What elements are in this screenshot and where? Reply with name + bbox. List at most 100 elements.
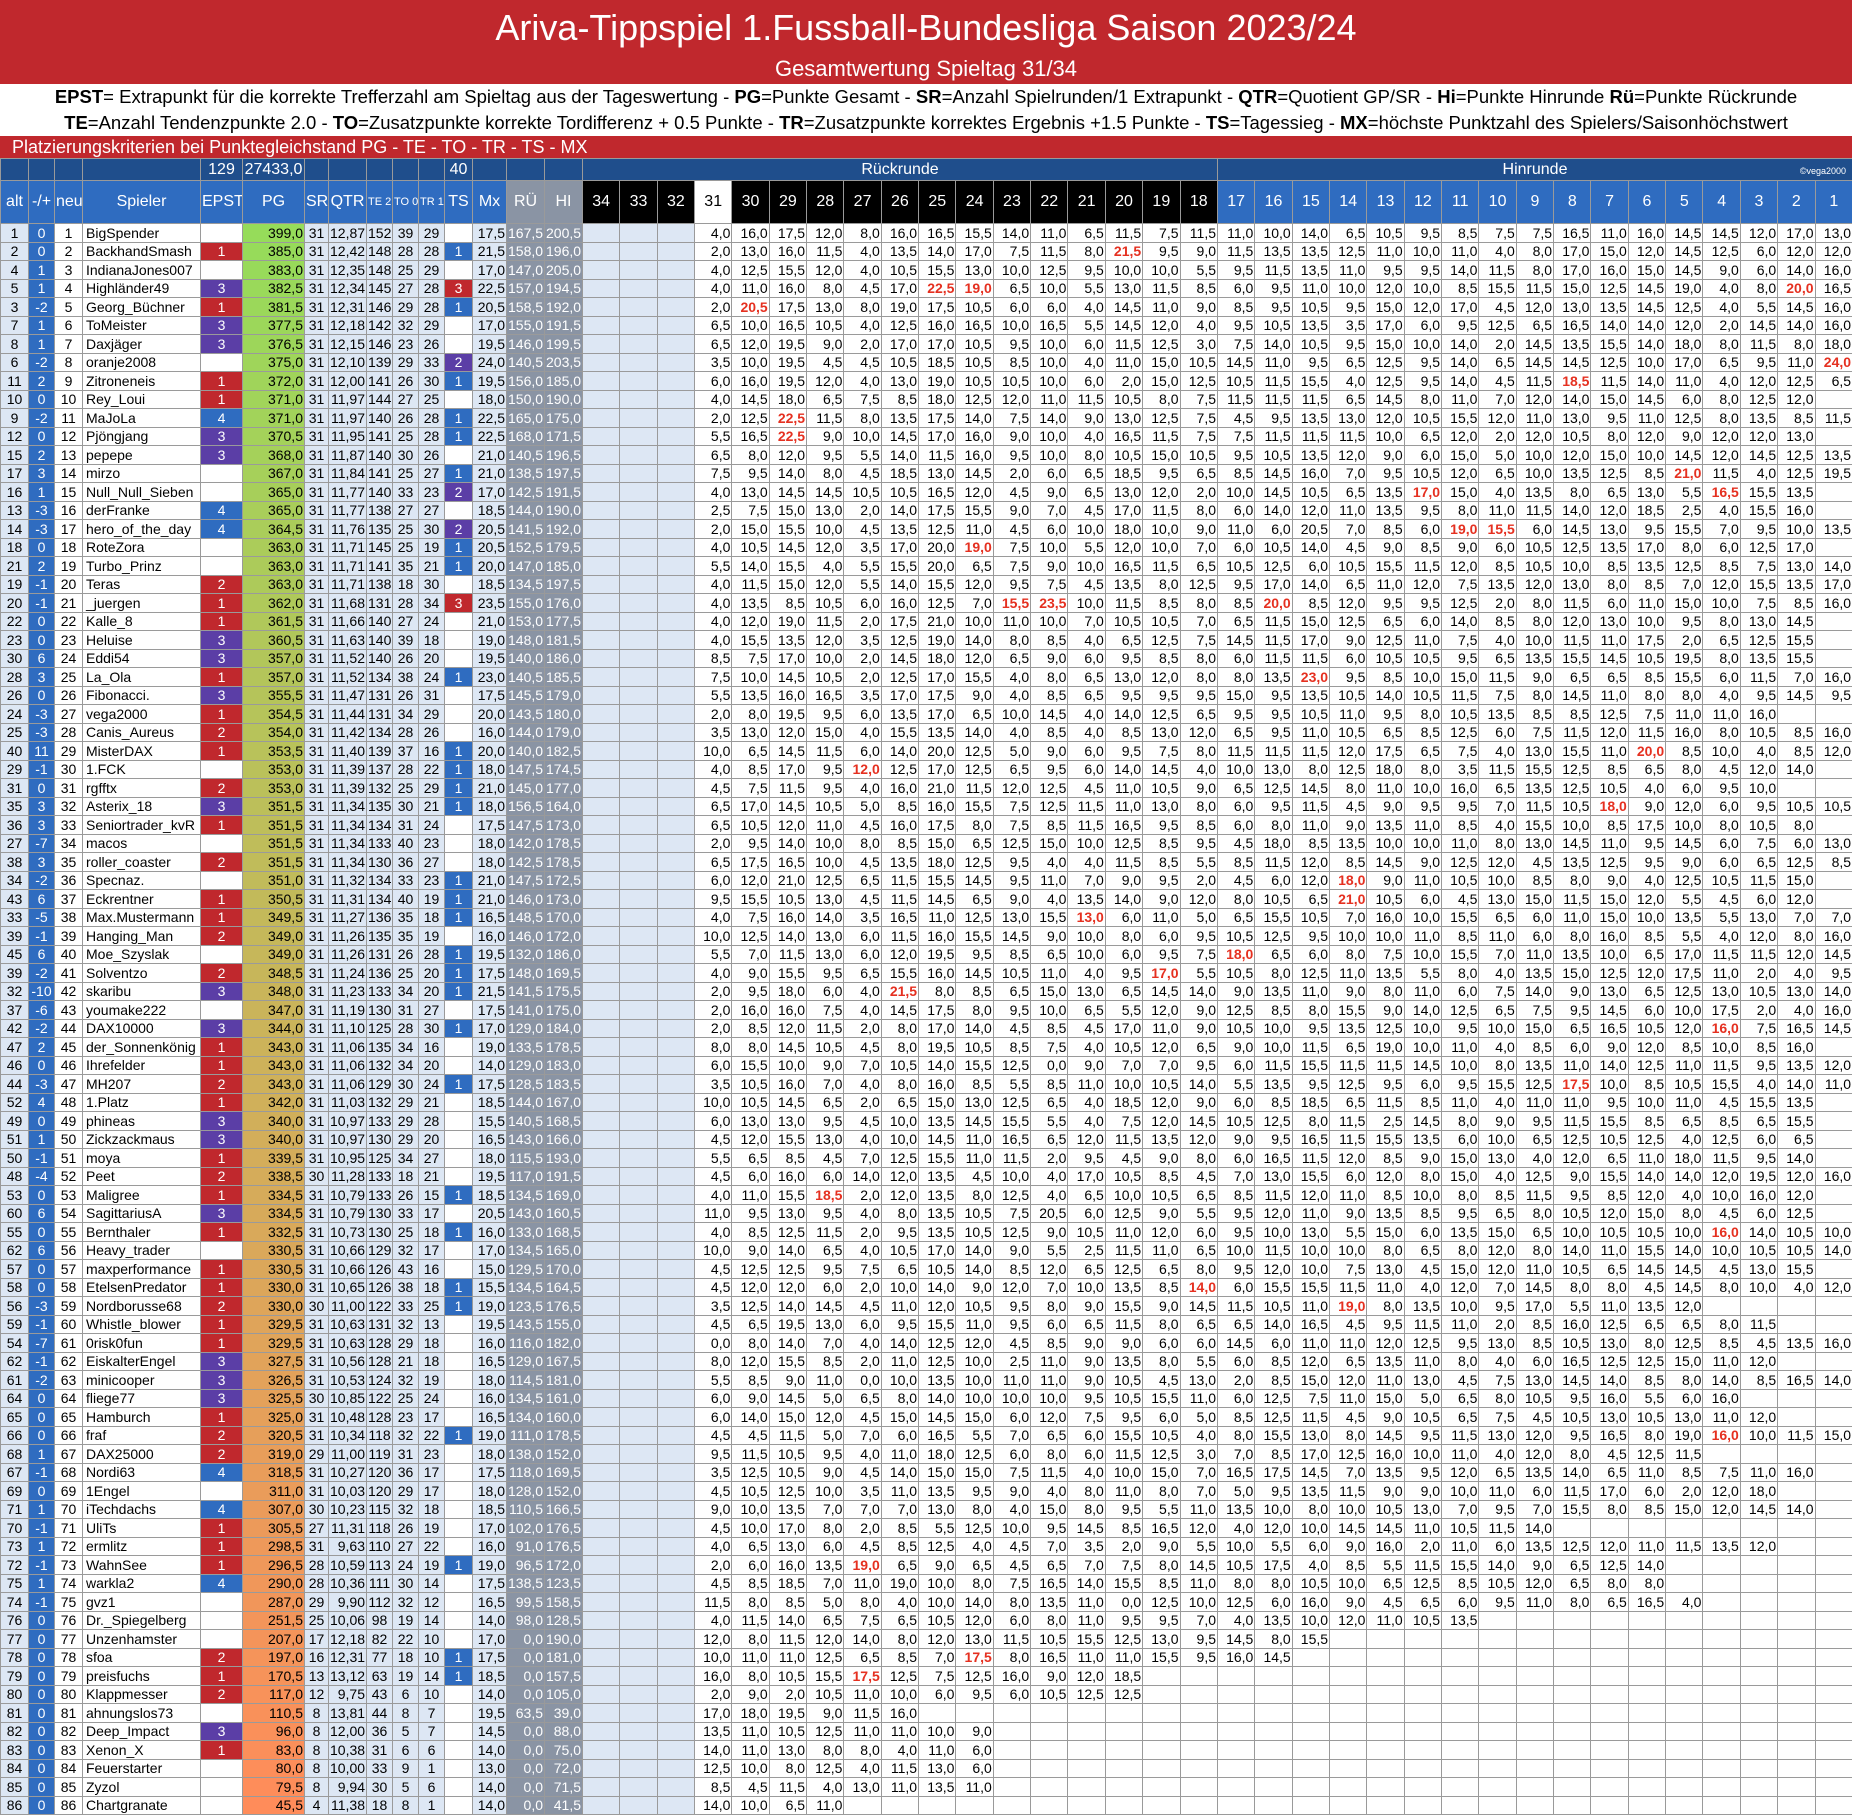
matchday-score: 5,5 — [695, 945, 732, 964]
matchday-score: 16,5 — [1815, 279, 1852, 298]
matchday-score — [1740, 1741, 1777, 1760]
header-blank — [393, 159, 419, 181]
sr-value: 31 — [305, 1260, 329, 1279]
matchday-score: 4,0 — [1479, 1167, 1516, 1186]
te-value: 135 — [367, 927, 393, 946]
matchday-score: 10,5 — [1105, 390, 1142, 409]
matchday-score: 6,5 — [1554, 668, 1591, 687]
hinrunde-value: 186,0 — [545, 945, 583, 964]
matchday-score: 8,0 — [1516, 261, 1553, 280]
matchday-score: 16,5 — [1292, 1130, 1329, 1149]
matchday-score: 8,0 — [993, 1648, 1030, 1667]
matchday-score: 10,0 — [993, 1167, 1030, 1186]
matchday-score: 13,0 — [919, 1759, 956, 1778]
matchday-score: 8,0 — [1778, 816, 1815, 835]
to-value: 18 — [393, 575, 419, 594]
matchday-score: 11,5 — [1442, 686, 1479, 705]
pg-value: 375,0 — [243, 353, 305, 372]
matchday-score: 8,5 — [1554, 705, 1591, 724]
matchday-score: 15,0 — [1031, 982, 1068, 1001]
matchday-score: 4,5 — [844, 1038, 881, 1057]
matchday-score — [1740, 1796, 1777, 1815]
matchday-score: 13,0 — [1105, 483, 1142, 502]
matchday-score — [657, 1149, 694, 1168]
matchday-score: 15,0 — [1442, 1149, 1479, 1168]
matchday-score: 11,5 — [1218, 242, 1255, 261]
legend-text: SR — [916, 86, 942, 107]
matchday-score: 12,5 — [956, 908, 993, 927]
matchday-score: 13,5 — [919, 1482, 956, 1501]
matchday-score: 10,5 — [1591, 1130, 1628, 1149]
matchday-score: 17,5 — [919, 409, 956, 428]
matchday-score: 5,5 — [1367, 1556, 1404, 1575]
matchday-score — [1516, 1704, 1553, 1723]
matchday-score: 10,0 — [1031, 372, 1068, 391]
matchday-score — [657, 982, 694, 1001]
matchday-score — [1554, 1648, 1591, 1667]
matchday-score: 6,0 — [1143, 927, 1180, 946]
matchday-score: 13,0 — [1143, 1630, 1180, 1649]
matchday-score: 16,0 — [1591, 261, 1628, 280]
header-blank — [545, 159, 583, 181]
qtr-value: 13,81 — [329, 1704, 367, 1723]
matchday-score — [620, 1426, 657, 1445]
ts-value: 2 — [445, 520, 473, 539]
matchday-score: 8,5 — [1367, 1149, 1404, 1168]
ts-value — [445, 1519, 473, 1538]
matchday-header-3: 3 — [1740, 181, 1777, 224]
matchday-score: 10,0 — [1404, 779, 1441, 798]
hinrunde-value: 158,5 — [545, 1593, 583, 1612]
matchday-score — [583, 1500, 620, 1519]
matchday-score: 10,5 — [1143, 1426, 1180, 1445]
qtr-value: 11,32 — [329, 871, 367, 890]
matchday-score: 4,0 — [1479, 1352, 1516, 1371]
matchday-score: 8,5 — [732, 1019, 769, 1038]
matchday-score: 10,5 — [769, 1445, 806, 1464]
matchday-score — [844, 1796, 881, 1815]
matchday-score: 9,0 — [807, 1463, 844, 1482]
matchday-score: 12,0 — [993, 779, 1030, 798]
matchday-score: 15,0 — [1143, 446, 1180, 465]
matchday-score — [1591, 1685, 1628, 1704]
matchday-score: 9,5 — [993, 1315, 1030, 1334]
matchday-score: 18,5 — [1554, 372, 1591, 391]
matchday-score: 7,5 — [695, 464, 732, 483]
matchday-score: 14,0 — [1703, 1371, 1740, 1390]
matchday-score — [657, 1056, 694, 1075]
matchday-score: 15,0 — [1516, 1019, 1553, 1038]
sr-value: 31 — [305, 723, 329, 742]
rank-change: 0 — [29, 390, 55, 409]
matchday-score: 12,5 — [1031, 261, 1068, 280]
sr-value: 31 — [305, 853, 329, 872]
matchday-score: 8,0 — [1255, 816, 1292, 835]
epst-value: 1 — [201, 1315, 243, 1334]
matchday-score — [620, 705, 657, 724]
matchday-score: 17,5 — [1703, 1001, 1740, 1020]
matchday-score: 11,0 — [807, 816, 844, 835]
hinrunde-value: 175,0 — [545, 409, 583, 428]
matchday-score: 11,0 — [1591, 631, 1628, 650]
matchday-score: 12,0 — [1292, 501, 1329, 520]
matchday-score — [1628, 1741, 1665, 1760]
player-name: Seniortrader_kvR — [83, 816, 201, 835]
matchday-score — [1666, 1759, 1703, 1778]
matchday-score: 10,0 — [881, 1685, 918, 1704]
matchday-score: 15,5 — [1740, 575, 1777, 594]
current-rank: 18 — [55, 538, 83, 557]
matchday-score: 16,0 — [1218, 1648, 1255, 1667]
matchday-score: 17,0 — [695, 1704, 732, 1723]
matchday-score: 12,5 — [1666, 982, 1703, 1001]
matchday-score: 9,0 — [1367, 538, 1404, 557]
player-name: preisfuchs — [83, 1667, 201, 1686]
matchday-score: 9,5 — [1815, 686, 1852, 705]
matchday-score: 8,0 — [1703, 1315, 1740, 1334]
matchday-score: 14,5 — [1292, 779, 1329, 798]
qtr-value: 10,38 — [329, 1741, 367, 1760]
matchday-score — [583, 797, 620, 816]
matchday-score: 6,5 — [1367, 723, 1404, 742]
current-rank: 76 — [55, 1611, 83, 1630]
to-value: 29 — [393, 353, 419, 372]
ts-value: 1 — [445, 1186, 473, 1205]
matchday-score: 6,0 — [1330, 649, 1367, 668]
